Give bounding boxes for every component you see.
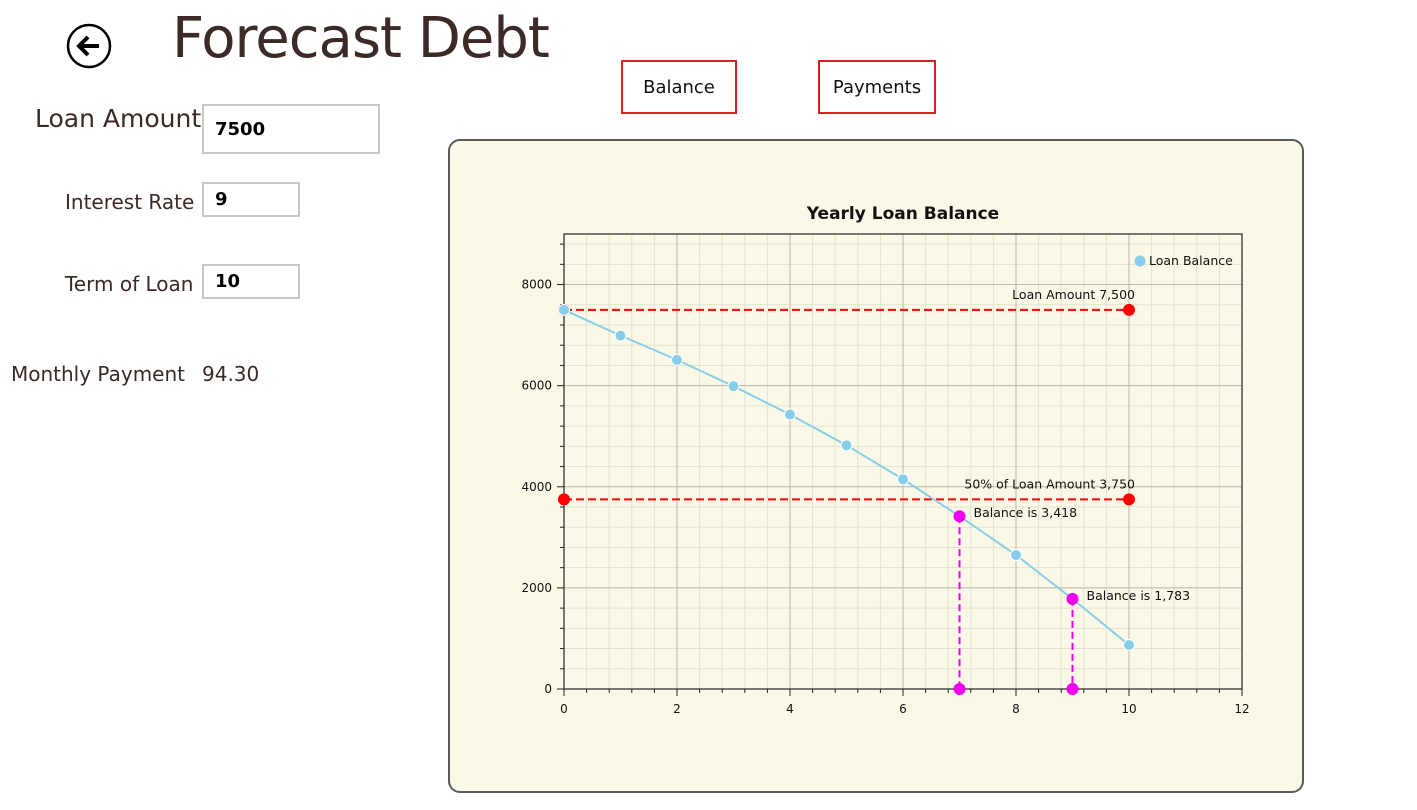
monthly-payment-value: 94.30 xyxy=(202,362,260,386)
series-point xyxy=(897,473,909,486)
reference-label: 50% of Loan Amount 3,750 xyxy=(964,476,1135,491)
x-tick-label: 2 xyxy=(673,702,681,716)
reference-point xyxy=(558,493,570,506)
chart-panel: 0 2 4 6 8 10 12 0 2000 4000 6000 8000 Yearly Loan Ba… xyxy=(448,139,1304,793)
annotation-label: Balance is 3,418 xyxy=(974,505,1078,520)
annotation-label: Balance is 1,783 xyxy=(1087,588,1191,603)
tab-balance[interactable]: Balance xyxy=(621,60,737,114)
legend-marker xyxy=(1134,255,1146,267)
series-point xyxy=(558,303,570,316)
series-point xyxy=(840,439,853,452)
x-tick-label: 8 xyxy=(1012,702,1020,716)
monthly-payment-label: Monthly Payment xyxy=(11,362,185,386)
interest-rate-label: Interest Rate xyxy=(65,190,195,214)
reference-label: Loan Amount 7,500 xyxy=(1012,287,1135,302)
series-point xyxy=(671,353,683,366)
y-tick-label: 0 xyxy=(544,682,552,696)
series-point xyxy=(727,380,740,393)
series-point xyxy=(784,408,796,421)
back-button[interactable] xyxy=(66,23,112,69)
x-tick-label: 0 xyxy=(560,702,568,716)
x-tick-label: 6 xyxy=(899,702,907,716)
series-point xyxy=(614,329,627,342)
annotation-base-point xyxy=(1066,683,1079,695)
annotation-base-point xyxy=(953,683,966,695)
series-point xyxy=(1123,639,1135,652)
tab-payments[interactable]: Payments xyxy=(818,60,936,114)
loan-amount-label: Loan Amount xyxy=(35,104,202,133)
y-tick-label: 2000 xyxy=(521,581,552,595)
reference-point xyxy=(1123,493,1135,506)
x-tick-label: 10 xyxy=(1121,702,1136,716)
term-of-loan-label: Term of Loan xyxy=(65,272,194,296)
series-point xyxy=(1010,549,1022,562)
legend-label: Loan Balance xyxy=(1149,253,1233,268)
chart-title: Yearly Loan Balance xyxy=(806,204,999,224)
annotation-point xyxy=(953,510,966,523)
x-tick-label: 4 xyxy=(786,702,794,716)
x-tick-label: 12 xyxy=(1234,702,1249,716)
y-tick-label: 8000 xyxy=(521,278,552,292)
y-tick-label: 4000 xyxy=(521,480,552,494)
term-of-loan-input[interactable] xyxy=(202,264,300,299)
balance-chart: 0 2 4 6 8 10 12 0 2000 4000 6000 8000 Yearly Loan Ba… xyxy=(521,204,1249,716)
loan-amount-input[interactable] xyxy=(202,104,380,154)
y-tick-label: 6000 xyxy=(521,379,552,393)
page-title: Forecast Debt xyxy=(172,6,550,71)
back-arrow-icon xyxy=(66,23,112,69)
reference-point xyxy=(1123,303,1135,316)
interest-rate-input[interactable] xyxy=(202,182,300,217)
annotation-point xyxy=(1066,592,1079,605)
